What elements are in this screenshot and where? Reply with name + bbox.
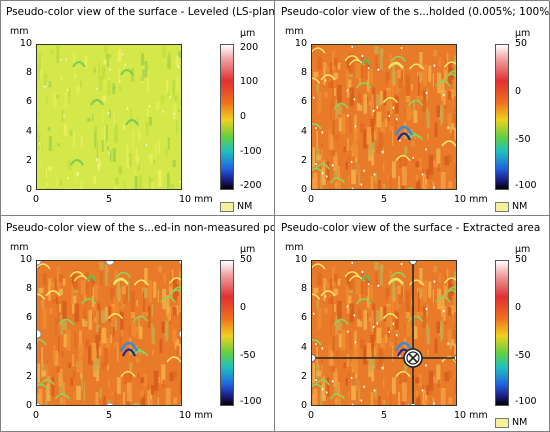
colorbar-tick-label: 100 — [240, 75, 259, 87]
y-tick-label: 8 — [300, 67, 307, 79]
panel-filled-nm[interactable]: Pseudo-color view of the s...ed-in non-m… — [0, 216, 274, 431]
y-tick-label: 2 — [300, 154, 307, 166]
nm-legend: NM — [495, 196, 527, 215]
colorbar-tick-label: 50 — [240, 254, 253, 265]
y-tick-label: 10 — [294, 38, 307, 49]
y-tick-label: 8 — [25, 67, 32, 79]
panel-thresholded[interactable]: Pseudo-color view of the s...holded (0.0… — [275, 0, 549, 215]
colorbar-unit: µm — [515, 28, 531, 39]
y-tick-label: 6 — [300, 312, 307, 324]
y-tick-label: 6 — [25, 96, 32, 108]
y-tick-label: 2 — [300, 370, 307, 382]
panel-title: Pseudo-color view of the s...ed-in non-m… — [6, 222, 274, 234]
colorbar-tick-label: 50 — [515, 254, 528, 265]
y-tick-label: 0 — [300, 400, 307, 411]
colorbar-tick-label: 0 — [515, 302, 522, 314]
nm-swatch — [495, 417, 509, 428]
panel-title: Pseudo-color view of the surface - Level… — [6, 6, 274, 18]
x-tick-label: 10 mm — [179, 194, 213, 205]
y-tick-label: 10 — [19, 38, 32, 49]
y-tick-label: 0 — [300, 184, 307, 195]
surface-map[interactable] — [311, 44, 457, 190]
colorbar-tick-label: -100 — [240, 146, 262, 158]
y-tick-label: 2 — [25, 370, 32, 382]
x-tick-label: 10 mm — [454, 410, 488, 421]
panel-divider-vertical — [274, 0, 275, 432]
panel-leveled[interactable]: Pseudo-color view of the surface - Level… — [0, 0, 274, 215]
nm-legend: NM — [495, 412, 527, 431]
y-tick-label: 4 — [25, 341, 32, 353]
x-tick-label: 10 mm — [179, 410, 213, 421]
colorbar — [220, 44, 234, 190]
panel-title: Pseudo-color view of the surface - Extra… — [281, 222, 541, 234]
colorbar-tick-label: -100 — [515, 395, 537, 407]
y-tick-label: 4 — [300, 125, 307, 137]
colorbar-tick-label: 50 — [515, 38, 528, 49]
colorbar-tick-label: 0 — [240, 111, 247, 122]
x-tick-label: 5 — [106, 410, 113, 421]
y-tick-label: 10 — [294, 254, 307, 265]
x-tick-label: 0 — [33, 194, 40, 205]
nm-swatch — [220, 201, 234, 212]
x-tick-label: 0 — [33, 410, 40, 421]
surface-map[interactable] — [311, 260, 457, 406]
y-tick-label: 10 — [19, 254, 32, 265]
colorbar-tick-label: 0 — [240, 302, 247, 314]
colorbar-unit: µm — [515, 244, 531, 255]
x-tick-label: 5 — [106, 194, 113, 205]
colorbar — [220, 260, 234, 406]
y-axis-unit: mm — [285, 26, 304, 37]
nm-label: NM — [512, 201, 528, 212]
y-tick-label: 6 — [300, 96, 307, 108]
colorbar-tick-label: -50 — [515, 134, 531, 146]
panel-divider-horizontal — [0, 215, 550, 216]
x-tick-label: 5 — [381, 194, 388, 205]
colorbar-tick-label: -100 — [515, 179, 537, 191]
x-tick-label: 5 — [381, 410, 388, 421]
y-tick-label: 4 — [25, 125, 32, 137]
colorbar-tick-label: -50 — [515, 350, 531, 362]
nm-label: NM — [237, 201, 253, 212]
colorbar-tick-label: -50 — [240, 350, 256, 362]
surface-map[interactable] — [36, 260, 182, 406]
panel-title: Pseudo-color view of the s...holded (0.0… — [281, 6, 549, 18]
colorbar — [495, 44, 509, 190]
y-axis-unit: mm — [10, 242, 29, 253]
colorbar-tick-label: 0 — [515, 86, 522, 98]
colorbar-tick-label: -100 — [240, 395, 262, 407]
crosshair-target-icon[interactable] — [403, 348, 423, 368]
nm-label: NM — [512, 417, 528, 428]
y-tick-label: 8 — [25, 283, 32, 295]
x-tick-label: 10 mm — [454, 194, 488, 205]
colorbar-unit: µm — [240, 244, 256, 255]
y-tick-label: 2 — [25, 154, 32, 166]
y-axis-unit: mm — [285, 242, 304, 253]
y-tick-label: 4 — [300, 341, 307, 353]
y-axis-unit: mm — [10, 26, 29, 37]
y-tick-label: 0 — [25, 400, 32, 411]
colorbar — [495, 260, 509, 406]
panel-extracted-area[interactable]: Pseudo-color view of the surface - Extra… — [275, 216, 549, 431]
y-tick-label: 6 — [25, 312, 32, 324]
y-tick-label: 8 — [300, 283, 307, 295]
y-tick-label: 0 — [25, 184, 32, 195]
colorbar-tick-label: 200 — [240, 42, 259, 54]
colorbar-unit: µm — [240, 28, 256, 39]
colorbar-tick-label: -200 — [240, 179, 262, 191]
nm-swatch — [495, 201, 509, 212]
nm-legend: NM — [220, 196, 252, 215]
x-tick-label: 0 — [308, 194, 315, 205]
surface-map[interactable] — [36, 44, 182, 190]
x-tick-label: 0 — [308, 410, 315, 421]
